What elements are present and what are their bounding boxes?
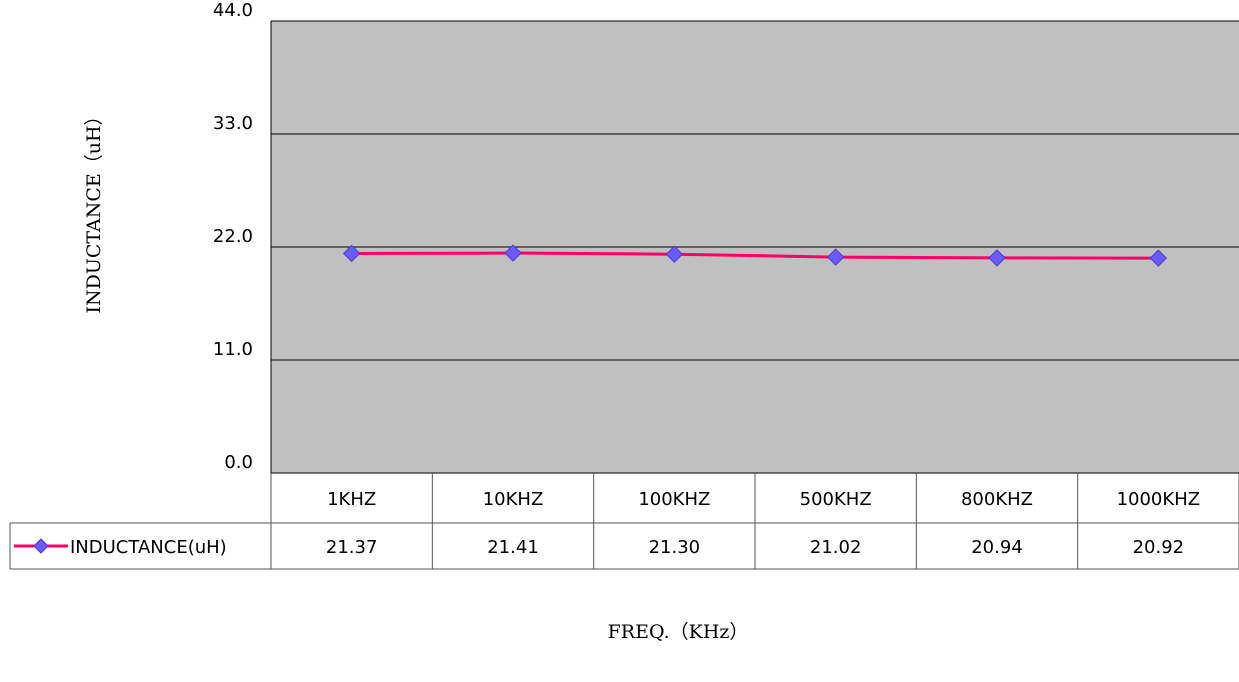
data-table-value: 21.02	[810, 537, 862, 558]
data-table-value: 20.94	[971, 537, 1023, 558]
data-point	[826, 248, 845, 266]
x-axis-title: FREQ.（KHz）	[608, 621, 749, 643]
data-table: 1KHZ 10KHZ 100KHZ 500KHZ 800KHZ 1000KHZ 21.37 2…	[9, 473, 1239, 570]
data-table-value: 21.41	[487, 537, 539, 558]
legend-marker	[33, 538, 49, 554]
x-category-label: 500KHZ	[800, 489, 872, 510]
data-table-value: 21.37	[326, 537, 378, 558]
data-point	[988, 249, 1006, 267]
y-tick-label: 22.0	[213, 226, 253, 247]
data-table-value: 21.30	[649, 537, 701, 558]
series-line	[351, 251, 1159, 260]
y-axis-title: INDUCTANCE（uH）	[83, 106, 105, 313]
y-tick-label: 44.0	[213, 0, 253, 21]
x-category-label: 1KHZ	[327, 489, 376, 510]
legend-label: INDUCTANCE(uH)	[70, 537, 227, 558]
y-axis-tick-labels: 0.0 11.0 22.0 33.0 44.0	[213, 0, 253, 473]
x-category-label: 800KHZ	[961, 489, 1033, 510]
data-point	[1149, 249, 1168, 267]
x-category-label: 100KHZ	[638, 489, 710, 510]
x-category-label: 1000KHZ	[1117, 489, 1200, 510]
data-point	[342, 244, 361, 263]
y-tick-label: 0.0	[224, 452, 253, 473]
y-tick-label: 33.0	[213, 113, 253, 134]
data-table-value: 20.92	[1133, 537, 1185, 558]
y-tick-label: 11.0	[213, 339, 253, 360]
x-category-label: 10KHZ	[483, 489, 544, 510]
data-point	[665, 245, 684, 263]
series-inductance	[342, 244, 1168, 267]
data-point	[504, 244, 522, 262]
